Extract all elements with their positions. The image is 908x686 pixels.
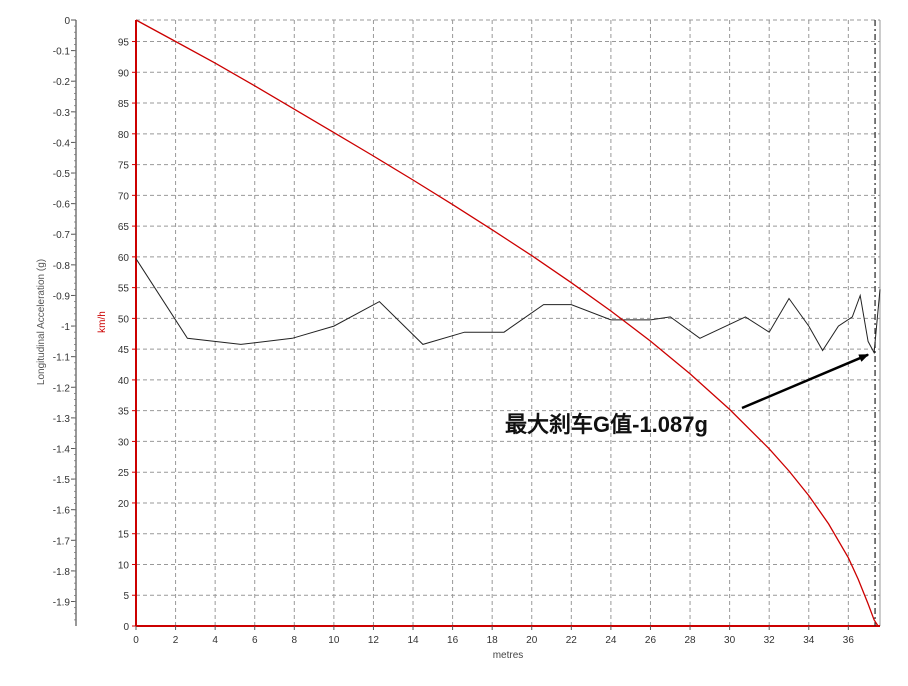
left-tick-label: -0.1 bbox=[53, 47, 71, 58]
left-tick-label: -0.9 bbox=[53, 291, 71, 302]
speed-tick-label: 10 bbox=[118, 560, 130, 571]
speed-tick-label: 45 bbox=[118, 345, 130, 356]
series bbox=[135, 19, 881, 627]
speed-line bbox=[135, 19, 879, 627]
x-tick-label: 0 bbox=[133, 635, 139, 646]
right-axis-label: km/h bbox=[97, 311, 108, 333]
left-tick-label: -1.9 bbox=[53, 598, 71, 609]
axes bbox=[71, 19, 880, 630]
x-tick-label: 10 bbox=[328, 635, 340, 646]
grid bbox=[136, 19, 881, 626]
left-tick-label: -0.7 bbox=[53, 230, 71, 241]
x-tick-label: 14 bbox=[407, 635, 419, 646]
left-tick-label: -0.6 bbox=[53, 200, 71, 211]
x-tick-label: 26 bbox=[645, 635, 657, 646]
x-tick-label: 30 bbox=[724, 635, 736, 646]
left-tick-label: 0 bbox=[64, 16, 70, 27]
left-tick-label: -1.5 bbox=[53, 475, 71, 486]
x-tick-label: 32 bbox=[764, 635, 776, 646]
speed-tick-label: 75 bbox=[118, 161, 130, 172]
speed-tick-label: 85 bbox=[118, 99, 130, 110]
speed-tick-label: 95 bbox=[118, 38, 130, 49]
left-tick-label: -0.5 bbox=[53, 169, 71, 180]
left-tick-label: -0.8 bbox=[53, 261, 71, 272]
x-tick-label: 34 bbox=[803, 635, 815, 646]
x-tick-label: 6 bbox=[252, 635, 258, 646]
speed-tick-label: 5 bbox=[123, 591, 129, 602]
left-tick-label: -1.7 bbox=[53, 536, 71, 547]
speed-tick-label: 70 bbox=[118, 191, 130, 202]
left-tick-label: -0.3 bbox=[53, 108, 71, 119]
left-tick-label: -1.6 bbox=[53, 506, 71, 517]
speed-tick-label: 20 bbox=[118, 499, 130, 510]
x-tick-label: 24 bbox=[605, 635, 617, 646]
speed-tick-label: 15 bbox=[118, 530, 130, 541]
speed-tick-label: 35 bbox=[118, 407, 130, 418]
speed-tick-label: 25 bbox=[118, 468, 130, 479]
speed-tick-label: 30 bbox=[118, 437, 130, 448]
speed-tick-label: 55 bbox=[118, 284, 130, 295]
acceleration-line bbox=[135, 258, 881, 355]
left-tick-label: -0.4 bbox=[53, 138, 71, 149]
x-axis-label: metres bbox=[493, 650, 524, 661]
left-tick-label: -1.3 bbox=[53, 414, 71, 425]
x-tick-label: 12 bbox=[368, 635, 380, 646]
annotation-arrow bbox=[741, 353, 870, 410]
annotation-text: 最大刹车G值-1.087g bbox=[505, 412, 708, 437]
x-tick-label: 20 bbox=[526, 635, 538, 646]
left-tick-label: -0.2 bbox=[53, 77, 71, 88]
tick-labels: 0 -0.1 -0.2 -0.3 -0.4 -0.5 -0.6 -0.7 -0.8 -0.9 -1 -… bbox=[53, 16, 855, 646]
speed-tick-label: 40 bbox=[118, 376, 130, 387]
speed-tick-label: 65 bbox=[118, 222, 130, 233]
x-tick-label: 16 bbox=[447, 635, 459, 646]
x-tick-label: 4 bbox=[212, 635, 218, 646]
left-tick-label: -1.1 bbox=[53, 353, 71, 364]
left-tick-label: -1 bbox=[61, 322, 70, 333]
left-tick-label: -1.4 bbox=[53, 444, 71, 455]
x-tick-label: 2 bbox=[173, 635, 179, 646]
speed-tick-label: 80 bbox=[118, 130, 130, 141]
speed-tick-label: 50 bbox=[118, 314, 130, 325]
speed-tick-label: 60 bbox=[118, 253, 130, 264]
left-tick-label: -1.8 bbox=[53, 567, 71, 578]
speed-tick-label: 90 bbox=[118, 68, 130, 79]
x-tick-label: 18 bbox=[487, 635, 499, 646]
x-tick-label: 36 bbox=[843, 635, 855, 646]
x-tick-label: 22 bbox=[566, 635, 578, 646]
x-tick-label: 8 bbox=[292, 635, 298, 646]
left-tick-label: -1.2 bbox=[53, 383, 71, 394]
left-axis-label: Longitudinal Acceleration (g) bbox=[36, 259, 47, 385]
speed-tick-label: 0 bbox=[123, 622, 129, 633]
x-tick-label: 28 bbox=[684, 635, 696, 646]
